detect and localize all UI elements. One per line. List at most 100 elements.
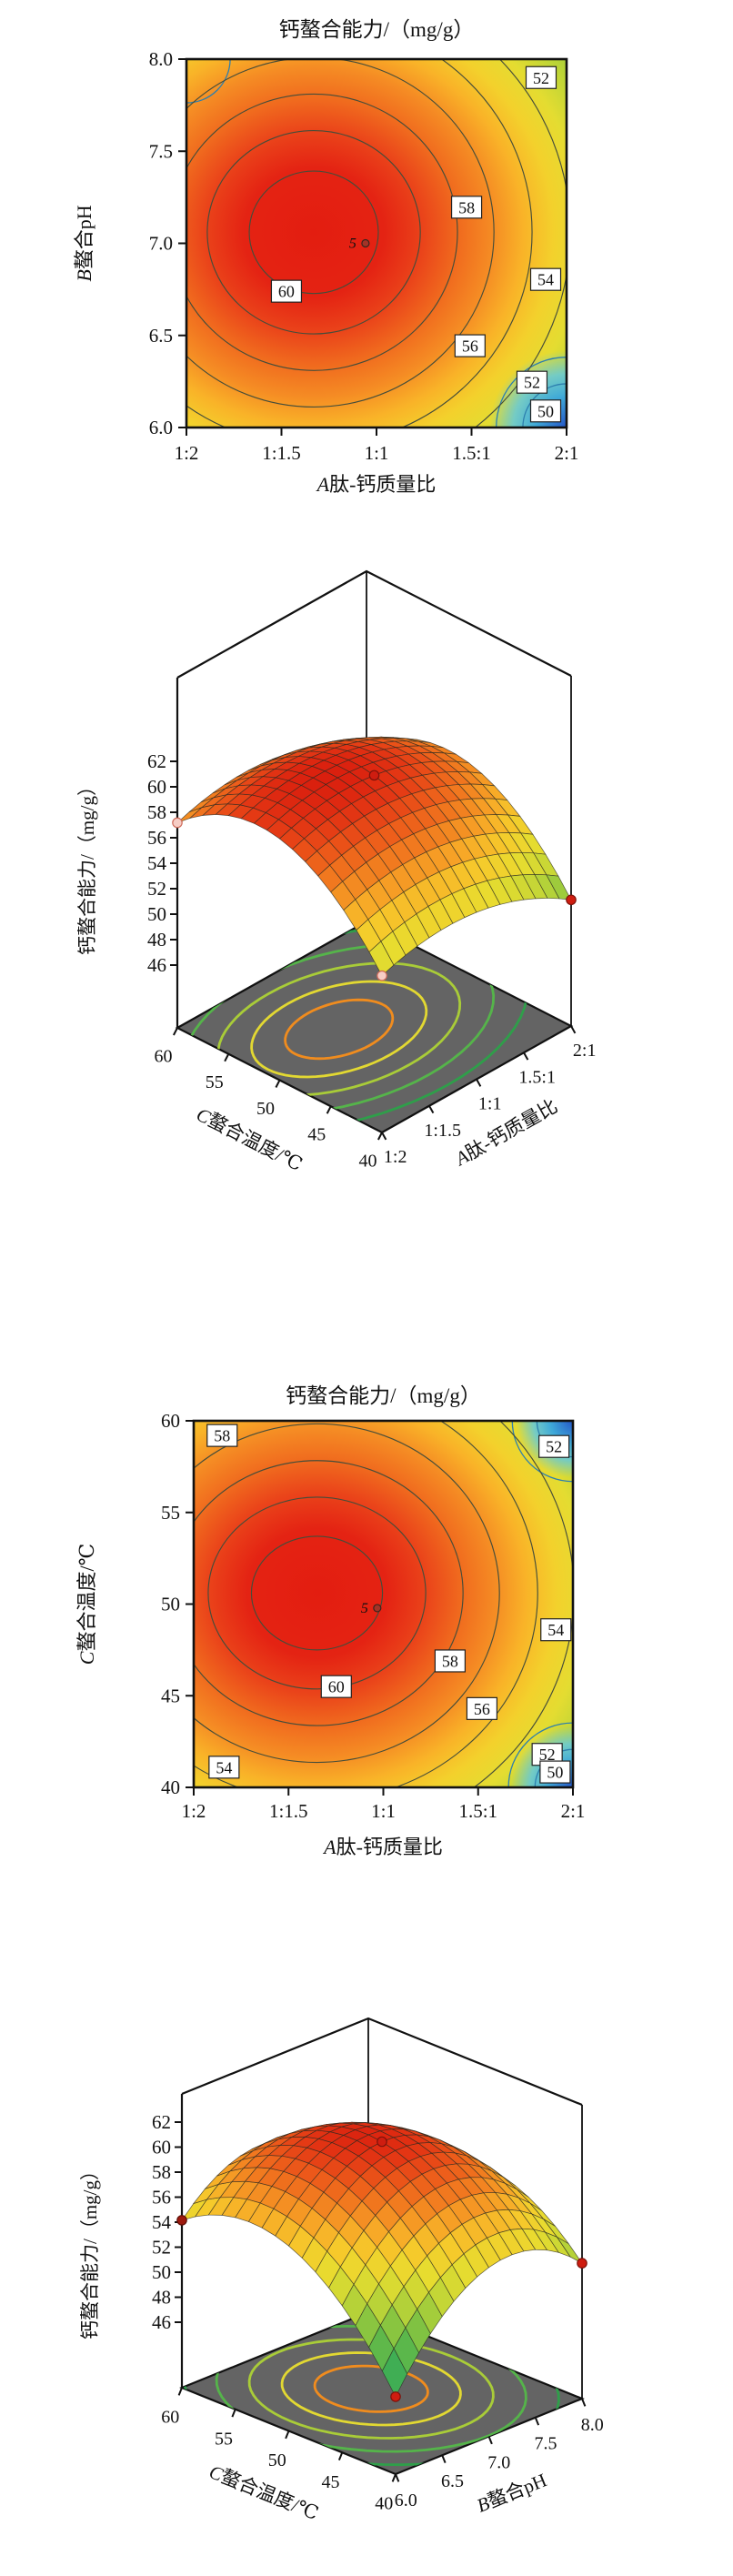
box-top-frame bbox=[181, 2017, 583, 2107]
z-tick-label: 50 bbox=[152, 2261, 171, 2283]
x-tick-label: 1:1 bbox=[371, 1800, 396, 1822]
contour-label-text: 58 bbox=[458, 198, 475, 216]
c-axis-tick-label: 50 bbox=[268, 2450, 286, 2470]
contour-1: 52 58 54 60 56 52 50 5 1:2 1:1.5 1:1 1.5:1 2:1 8.0 7.5… bbox=[73, 18, 579, 496]
y-tick-label: 40 bbox=[161, 1776, 180, 1798]
surface-plot-capacity-temp-vs-pH: 62 60 58 56 54 52 50 48 46 钙螯合能力/（mg/g） 40 45 50 55 60… bbox=[0, 1821, 733, 2576]
contour-line-52 bbox=[194, 1421, 538, 1787]
c-axis-tick-label: 55 bbox=[215, 2429, 233, 2449]
z-axis-title: 钙螯合能力/（mg/g） bbox=[79, 2161, 101, 2340]
z-tick-label: 46 bbox=[152, 2311, 171, 2333]
design-point-right-corner bbox=[577, 2258, 587, 2269]
contour-label: 60 bbox=[320, 1675, 352, 1698]
z-tick-label: 60 bbox=[147, 776, 166, 798]
contour-label: 56 bbox=[454, 334, 486, 357]
contour-label-text: 56 bbox=[462, 337, 478, 356]
contour-label-text: 54 bbox=[537, 271, 554, 289]
z-tick-label: 48 bbox=[152, 2287, 171, 2309]
contour-label-text: 58 bbox=[442, 1652, 458, 1670]
x-axis-tick-label: 1:2 bbox=[384, 1147, 407, 1167]
contour-label-text: 52 bbox=[524, 374, 540, 392]
y-tick-label: 6.0 bbox=[149, 417, 173, 438]
c-axis-tick-label: 45 bbox=[307, 1125, 326, 1145]
y-tick-label: 8.0 bbox=[149, 48, 173, 70]
contour-label-text: 56 bbox=[474, 1700, 490, 1718]
x-tick-label: 1:2 bbox=[175, 442, 199, 464]
contour-label-text: 58 bbox=[214, 1427, 230, 1445]
contour-label: 58 bbox=[434, 1649, 466, 1673]
axis-title: A肽-钙质量比 bbox=[450, 1095, 561, 1171]
axis-title: A肽-钙质量比 bbox=[322, 1836, 443, 1858]
contour-plot-capacity-temp-vs-ratio: 58 52 54 58 60 56 54 52 50 5 1:2 1:1.5 1:1 1.5:1 2:1 60… bbox=[0, 1292, 733, 1928]
axis-title: C螯合温度/℃ bbox=[206, 2460, 322, 2524]
x-axis-tick-label: 7.5 bbox=[535, 2434, 557, 2454]
plot-area bbox=[194, 1421, 573, 1787]
contour-line-54 bbox=[186, 59, 495, 408]
contour-line-60 bbox=[248, 170, 379, 295]
contour-label: 58 bbox=[450, 196, 483, 219]
x-tick-label: 1.5:1 bbox=[452, 442, 491, 464]
x-tick-label: 1:2 bbox=[182, 1800, 206, 1822]
design-point-count: 5 bbox=[349, 236, 356, 252]
surface-mesh bbox=[181, 2121, 583, 2398]
design-point-center-point bbox=[377, 2136, 387, 2148]
contour-line-60 bbox=[250, 1535, 384, 1651]
contour-label-text: 54 bbox=[216, 1758, 232, 1776]
contour-line-56 bbox=[186, 93, 458, 371]
contour-label-text: 50 bbox=[537, 402, 554, 420]
contour-label: 54 bbox=[208, 1756, 240, 1779]
x-tick-label: 2:1 bbox=[555, 442, 579, 464]
contour-line-52 bbox=[186, 59, 533, 428]
contour-label: 56 bbox=[466, 1696, 498, 1720]
c-axis-tick-label: 60 bbox=[155, 1046, 173, 1066]
z-tick-label: 58 bbox=[152, 2161, 171, 2183]
c-axis-tick-label: 55 bbox=[206, 1072, 224, 1092]
plot-area bbox=[186, 59, 567, 428]
contour-label: 50 bbox=[539, 1760, 571, 1784]
contour-label-text: 52 bbox=[539, 1746, 556, 1764]
z-tick-label: 48 bbox=[147, 929, 166, 951]
x-tick-label: 1:1 bbox=[365, 442, 389, 464]
design-point-marker bbox=[373, 1604, 382, 1613]
contour-line-58 bbox=[207, 1496, 427, 1690]
design-point-left-corner bbox=[172, 817, 183, 829]
y-tick-label: 7.5 bbox=[149, 140, 173, 162]
x-axis-tick-label: 8.0 bbox=[581, 2415, 604, 2435]
x-axis-tick-label: 2:1 bbox=[573, 1041, 597, 1061]
x-tick-label: 1.5:1 bbox=[458, 1800, 497, 1822]
box-top-frame bbox=[176, 569, 572, 679]
x-axis-tick-label: 1.5:1 bbox=[518, 1067, 556, 1087]
z-tick-label: 56 bbox=[147, 827, 166, 849]
z-tick-label: 46 bbox=[147, 954, 166, 976]
z-tick-label: 60 bbox=[152, 2137, 171, 2158]
surface-2: 626058565452504846钙螯合能力/（mg/g）4045505560… bbox=[79, 2017, 604, 2524]
axis-title: A肽-钙质量比 bbox=[316, 473, 437, 496]
c-axis-tick-label: 60 bbox=[161, 2408, 179, 2428]
contour-label: 52 bbox=[525, 65, 557, 89]
z-tick-label: 56 bbox=[152, 2187, 171, 2209]
contour-label: 54 bbox=[529, 267, 562, 291]
x-axis-tick-label: 1:1.5 bbox=[424, 1121, 461, 1141]
c-axis-tick-label: 50 bbox=[256, 1099, 275, 1119]
contour-label: 54 bbox=[540, 1618, 572, 1642]
design-point-right-corner bbox=[566, 894, 577, 906]
y-tick-label: 6.5 bbox=[149, 325, 173, 347]
y-tick-label: 55 bbox=[161, 1502, 180, 1524]
contour-label: 50 bbox=[529, 399, 562, 423]
chart-title: 钙螯合能力/（mg/g） bbox=[279, 18, 475, 41]
contour-label: 60 bbox=[270, 279, 303, 303]
z-tick-label: 54 bbox=[147, 852, 167, 874]
design-point-marker bbox=[361, 238, 370, 248]
z-tick-label: 62 bbox=[147, 750, 166, 772]
surface-1: 62 60 58 56 54 52 50 48 46 钙螯合能力/（mg/g） 40 45 50 55 60… bbox=[76, 569, 597, 1175]
x-axis-tick-label: 1:1 bbox=[478, 1094, 502, 1114]
z-tick-label: 52 bbox=[147, 878, 166, 900]
contour-label-text: 52 bbox=[533, 69, 549, 87]
contour-plot-capacity-ratio-vs-pH: 52 58 54 60 56 52 50 5 1:2 1:1.5 1:1 1.5:1 2:1 8.0 7.5… bbox=[0, 0, 733, 528]
axis-title: C螯合温度/℃ bbox=[75, 1544, 98, 1665]
design-point-front-corner bbox=[390, 2391, 401, 2402]
x-axis-tick-label: 6.0 bbox=[395, 2490, 417, 2511]
axis-title: B螯合pH bbox=[73, 205, 95, 281]
